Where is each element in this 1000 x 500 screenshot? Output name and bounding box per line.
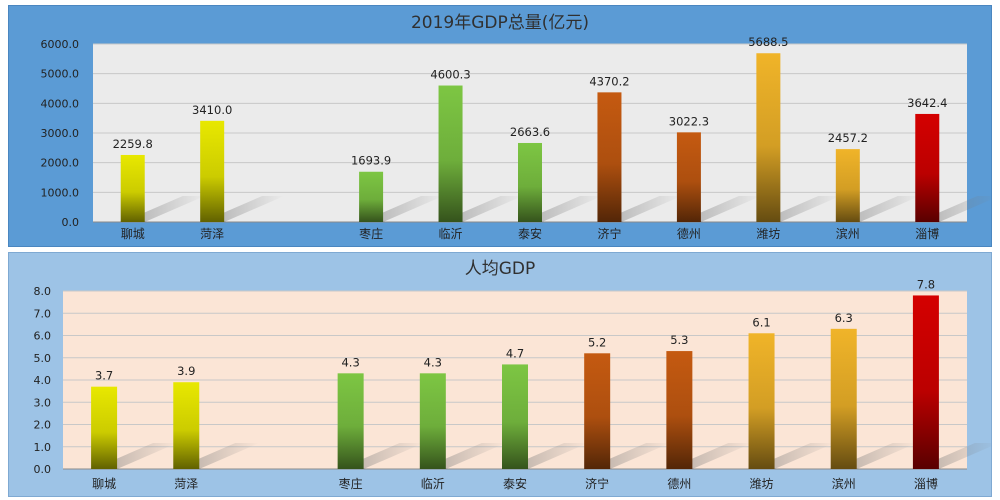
chart-title: 2019年GDP总量(亿元) (411, 13, 589, 33)
data-label: 5.2 (588, 335, 606, 349)
bar (830, 328, 857, 469)
data-label: 1693.9 (351, 154, 391, 168)
x-tick-label: 临沂 (421, 477, 445, 491)
data-label: 7.8 (917, 277, 935, 291)
y-tick-label: 5000.0 (41, 68, 80, 81)
x-tick-label: 泰安 (518, 226, 542, 241)
data-label: 3.7 (95, 369, 113, 383)
bar (91, 386, 118, 469)
x-tick-label: 枣庄 (339, 476, 363, 491)
bar (502, 364, 528, 469)
data-label: 5.3 (670, 333, 688, 347)
data-label: 6.3 (835, 311, 853, 325)
chart-title: 人均GDP (465, 259, 536, 279)
bar (337, 373, 364, 469)
x-tick-label: 菏泽 (174, 477, 198, 491)
x-tick-label: 济宁 (597, 226, 621, 241)
bar (518, 142, 542, 222)
x-tick-label: 聊城 (121, 227, 145, 241)
data-label: 2663.6 (510, 125, 550, 139)
y-tick-label: 3.0 (34, 396, 52, 409)
bar (120, 154, 145, 222)
x-tick-label: 德州 (667, 476, 691, 491)
data-label: 3642.4 (907, 96, 947, 110)
data-label: 3410.0 (192, 103, 232, 117)
data-label: 2259.8 (113, 137, 153, 151)
y-tick-label: 1000.0 (41, 186, 80, 199)
x-tick-label: 潍坊 (750, 476, 774, 491)
y-tick-label: 6.0 (34, 330, 52, 343)
data-label: 4600.3 (430, 68, 470, 82)
bar (359, 171, 384, 222)
x-tick-label: 泰安 (503, 476, 527, 491)
gdp-total-chart: 2019年GDP总量(亿元) 0.0 1000.0 2000.0 3000.0 4000.… (9, 6, 991, 241)
bar (438, 85, 463, 222)
bar (912, 295, 939, 469)
data-label: 3022.3 (669, 114, 709, 128)
bar (915, 113, 940, 222)
bar (173, 382, 200, 469)
data-label: 6.1 (752, 315, 770, 329)
x-tick-label: 淄博 (915, 226, 939, 241)
y-tick-label: 8.0 (34, 285, 52, 298)
x-tick-label: 滨州 (832, 476, 856, 491)
y-tick-label: 4000.0 (41, 97, 80, 110)
y-tick-label: 2.0 (34, 419, 52, 432)
data-label: 4.3 (424, 355, 442, 369)
chart-title-band (9, 253, 991, 281)
data-label: 4.3 (341, 355, 359, 369)
data-label: 3.9 (177, 364, 195, 378)
bar (748, 333, 775, 469)
bar (597, 92, 622, 222)
bar (584, 353, 611, 469)
gdp-per-capita-chart: 人均GDP 0.0 1.0 2.0 3.0 4.0 5.0 6.0 7.0 8.0 聊城 3.7 菏泽 3… (9, 253, 991, 491)
bar (676, 132, 701, 222)
x-tick-label: 济宁 (585, 476, 609, 491)
y-tick-label: 4.0 (34, 374, 52, 387)
data-label: 4.7 (506, 346, 524, 360)
chart-title-band (9, 6, 991, 36)
y-tick-label: 7.0 (34, 307, 52, 320)
x-tick-label: 枣庄 (359, 226, 383, 241)
y-tick-label: 5.0 (34, 352, 52, 365)
bar (419, 373, 446, 469)
x-tick-label: 潍坊 (756, 226, 780, 241)
data-label: 4370.2 (589, 74, 629, 88)
data-label: 2457.2 (828, 131, 868, 145)
gdp-per-capita-chart-panel: 人均GDP 0.0 1.0 2.0 3.0 4.0 5.0 6.0 7.0 8.0 聊城 3.7 菏泽 3… (8, 252, 992, 497)
x-tick-label: 淄博 (914, 476, 938, 491)
bar (756, 53, 781, 222)
y-tick-label: 2000.0 (41, 157, 80, 170)
bar (200, 120, 225, 222)
x-tick-label: 聊城 (92, 477, 116, 491)
y-tick-label: 1.0 (34, 441, 52, 454)
bar (835, 149, 860, 222)
data-label: 5688.5 (748, 35, 788, 49)
y-tick-label: 0.0 (62, 216, 80, 229)
x-tick-label: 临沂 (439, 227, 463, 241)
y-tick-label: 6000.0 (41, 38, 80, 51)
y-tick-label: 3000.0 (41, 127, 80, 140)
x-tick-label: 德州 (677, 226, 701, 241)
bar (666, 351, 693, 469)
gdp-total-chart-panel: 2019年GDP总量(亿元) 0.0 1000.0 2000.0 3000.0 4000.… (8, 5, 992, 247)
y-tick-label: 0.0 (34, 463, 52, 476)
x-tick-label: 菏泽 (200, 227, 224, 241)
x-tick-label: 滨州 (836, 226, 860, 241)
